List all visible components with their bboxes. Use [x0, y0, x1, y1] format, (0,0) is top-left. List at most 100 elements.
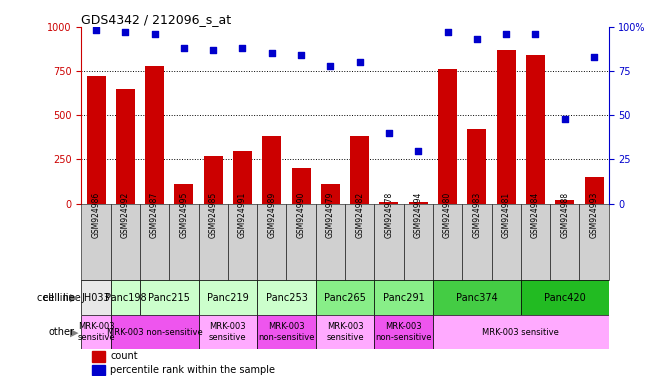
- Bar: [111, 315, 199, 349]
- Bar: [497, 50, 516, 204]
- Bar: [257, 315, 316, 349]
- Bar: [199, 204, 228, 280]
- Bar: [140, 280, 199, 315]
- Point: [413, 147, 424, 154]
- Text: MRK-003
non-sensitive: MRK-003 non-sensitive: [258, 323, 314, 342]
- Bar: [262, 136, 281, 204]
- Point: [354, 59, 365, 65]
- Bar: [521, 204, 550, 280]
- Text: GSM924979: GSM924979: [326, 192, 335, 238]
- Text: Panc265: Panc265: [324, 293, 366, 303]
- Text: cell line: cell line: [43, 293, 81, 303]
- Bar: [111, 280, 140, 315]
- Bar: [87, 76, 105, 204]
- Bar: [199, 280, 257, 315]
- Bar: [526, 55, 545, 204]
- Bar: [257, 204, 286, 280]
- Bar: [257, 280, 316, 315]
- Bar: [111, 204, 140, 280]
- Bar: [116, 89, 135, 204]
- Text: Panc198: Panc198: [105, 293, 146, 303]
- Text: GSM924995: GSM924995: [180, 192, 188, 238]
- Text: GSM924989: GSM924989: [268, 192, 276, 238]
- Bar: [174, 184, 193, 204]
- Point: [501, 31, 512, 37]
- Text: MRK-003
sensitive: MRK-003 sensitive: [209, 323, 247, 342]
- Text: GSM924991: GSM924991: [238, 192, 247, 238]
- Text: GSM924986: GSM924986: [92, 192, 100, 238]
- Point: [472, 36, 482, 42]
- Bar: [316, 280, 374, 315]
- Point: [178, 45, 189, 51]
- Text: Panc374: Panc374: [456, 293, 498, 303]
- Point: [267, 50, 277, 56]
- Text: Panc253: Panc253: [266, 293, 307, 303]
- Bar: [350, 136, 369, 204]
- Text: MRK-003 sensitive: MRK-003 sensitive: [482, 328, 559, 337]
- Text: ▶: ▶: [70, 293, 78, 303]
- Bar: [145, 66, 164, 204]
- Bar: [585, 177, 603, 204]
- Point: [120, 29, 130, 35]
- Text: GSM924993: GSM924993: [590, 192, 598, 238]
- Bar: [316, 204, 345, 280]
- Bar: [555, 200, 574, 204]
- Bar: [199, 315, 257, 349]
- Bar: [433, 204, 462, 280]
- Bar: [81, 204, 111, 280]
- Text: MRK-003
sensitive: MRK-003 sensitive: [77, 323, 115, 342]
- Text: MRK-003
sensitive: MRK-003 sensitive: [326, 323, 364, 342]
- Bar: [228, 204, 257, 280]
- Text: GSM924980: GSM924980: [443, 192, 452, 238]
- Bar: [374, 280, 433, 315]
- Text: GSM924984: GSM924984: [531, 192, 540, 238]
- Text: GSM924992: GSM924992: [121, 192, 130, 238]
- Text: Panc219: Panc219: [207, 293, 249, 303]
- Point: [296, 52, 306, 58]
- Bar: [438, 69, 457, 204]
- Point: [91, 27, 102, 33]
- Text: Panc420: Panc420: [544, 293, 586, 303]
- Text: GSM924988: GSM924988: [561, 192, 569, 238]
- Bar: [92, 351, 105, 362]
- Text: count: count: [111, 351, 138, 361]
- Text: Panc215: Panc215: [148, 293, 190, 303]
- Text: GSM924978: GSM924978: [385, 192, 393, 238]
- Bar: [433, 315, 609, 349]
- Bar: [233, 151, 252, 204]
- Bar: [492, 204, 521, 280]
- Bar: [204, 156, 223, 204]
- Bar: [409, 202, 428, 204]
- Text: GDS4342 / 212096_s_at: GDS4342 / 212096_s_at: [81, 13, 232, 26]
- Bar: [433, 280, 521, 315]
- Bar: [521, 280, 609, 315]
- Bar: [345, 204, 374, 280]
- Text: Panc291: Panc291: [383, 293, 424, 303]
- Bar: [462, 204, 492, 280]
- Bar: [169, 204, 199, 280]
- Text: GSM924982: GSM924982: [355, 192, 364, 238]
- Bar: [140, 204, 169, 280]
- Bar: [579, 204, 609, 280]
- Bar: [92, 365, 105, 375]
- Bar: [404, 204, 433, 280]
- Text: GSM924985: GSM924985: [209, 192, 217, 238]
- Point: [208, 47, 219, 53]
- Text: MRK-003
non-sensitive: MRK-003 non-sensitive: [376, 323, 432, 342]
- Bar: [374, 204, 404, 280]
- Bar: [292, 168, 311, 204]
- Point: [150, 31, 160, 37]
- Bar: [81, 315, 111, 349]
- Text: cell line: cell line: [37, 293, 75, 303]
- Text: ▶: ▶: [70, 327, 78, 337]
- Point: [238, 45, 248, 51]
- Point: [326, 63, 336, 69]
- Bar: [321, 184, 340, 204]
- Point: [443, 29, 453, 35]
- Bar: [286, 204, 316, 280]
- Text: GSM924981: GSM924981: [502, 192, 510, 238]
- Bar: [316, 315, 374, 349]
- Point: [560, 116, 570, 122]
- Text: JH033: JH033: [82, 293, 110, 303]
- Point: [589, 54, 600, 60]
